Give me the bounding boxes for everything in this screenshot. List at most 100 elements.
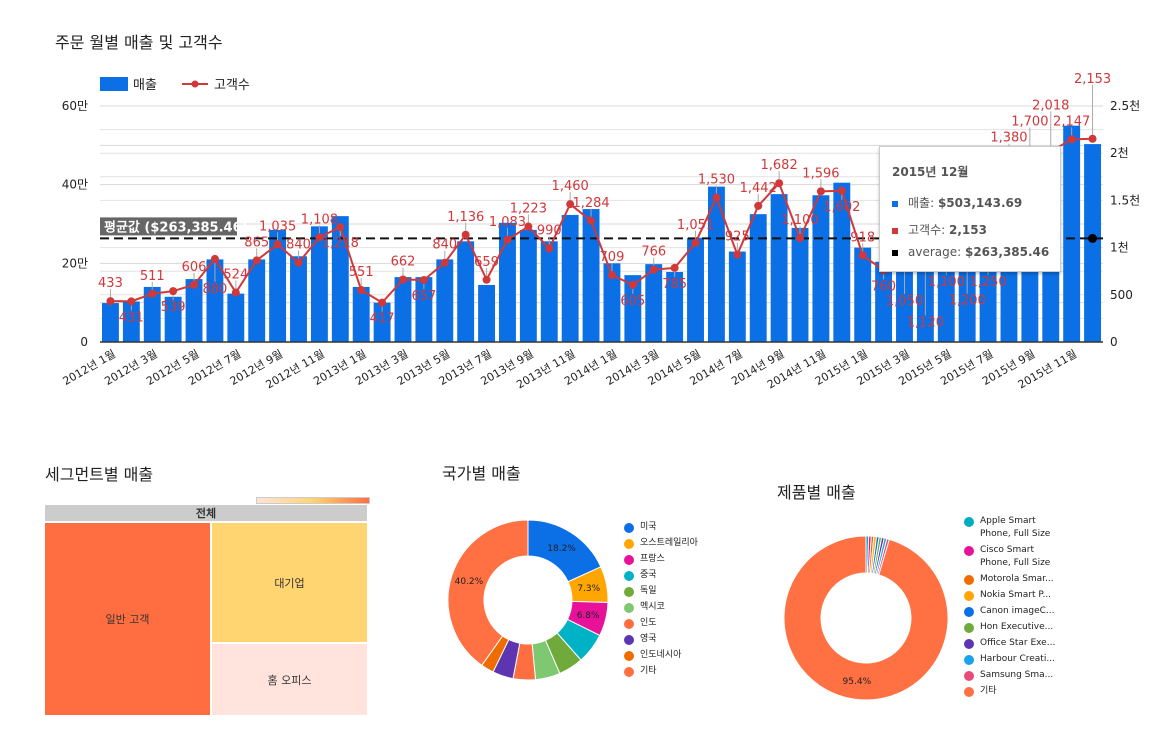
legend-dot-icon	[624, 587, 634, 597]
legend-item: 독일	[624, 585, 698, 598]
customers-data-label: 1,284	[572, 196, 609, 211]
bar-sales	[206, 259, 224, 342]
legend-dot-icon	[964, 591, 974, 601]
customers-data-label: 657	[411, 289, 436, 304]
bar-sales	[833, 182, 851, 342]
customers-data-label: 760	[871, 279, 896, 294]
country-pie-title: 국가별 매출	[442, 464, 521, 483]
legend-label: 멕시코	[640, 602, 665, 612]
legend-dot-icon	[624, 539, 634, 549]
legend-label: 오스트레일리아	[640, 538, 698, 548]
bar-sales	[875, 261, 893, 342]
legend-item: 인도네시아	[624, 649, 698, 662]
treemap-color-scale	[256, 497, 370, 504]
right-axis-tick: 500	[1110, 288, 1133, 302]
product-donut-chart[interactable]: 95.4%	[766, 518, 966, 718]
customers-data-label: 1,460	[552, 179, 589, 194]
customers-point	[169, 287, 178, 296]
tooltip-label: average:	[908, 245, 965, 259]
customers-point	[190, 280, 199, 289]
legend-dot-icon	[624, 523, 634, 533]
customers-data-label: 2,153	[1074, 72, 1111, 87]
tooltip-row-sales: 매출: $503,143.69	[892, 194, 1022, 211]
legend-label: 프랑스	[640, 554, 665, 564]
treemap-cell-consumer[interactable]: 일반 고객	[45, 523, 210, 715]
customers-data-label: 840	[286, 238, 311, 253]
average-label: 평균값 ($263,385.46)	[104, 219, 248, 235]
customers-point	[733, 250, 742, 259]
customers-data-label: 990	[537, 224, 562, 239]
treemap-root-header[interactable]: 전체	[45, 505, 367, 521]
legend-dot-icon	[624, 603, 634, 613]
legend-dot-icon	[964, 655, 974, 665]
bar-sales	[499, 222, 516, 342]
bar-sales	[645, 264, 663, 342]
customers-data-label: 1,100	[928, 275, 965, 290]
tooltip-value: 2,153	[948, 223, 987, 237]
customers-point	[210, 254, 219, 263]
legend-item: Office Star Exe...	[964, 637, 1059, 650]
legend-item: 영국	[624, 633, 698, 646]
customers-point	[503, 235, 512, 244]
bar-sales	[185, 279, 203, 342]
bar-sales	[436, 259, 454, 342]
bar-sales	[582, 209, 600, 342]
customers-point	[482, 275, 491, 284]
legend-dot-icon	[624, 651, 634, 661]
bar-sales	[102, 303, 119, 342]
legend-label: 기타	[640, 666, 657, 676]
customers-data-label: 2,147	[1053, 114, 1090, 129]
customers-data-label: 840	[432, 238, 457, 253]
tooltip-title: 2015년 12월	[892, 165, 969, 179]
customers-data-label: 431	[119, 310, 144, 325]
customers-data-label: 1,108	[301, 212, 338, 227]
customers-data-label: 1,100	[781, 213, 818, 228]
legend-label: 인도네시아	[640, 650, 682, 660]
bar-sales	[666, 271, 684, 342]
legend-item: 미국	[624, 521, 698, 534]
customers-data-label: 1,050	[886, 294, 923, 309]
customers-data-label: 1,700	[1011, 115, 1048, 130]
customers-point	[858, 251, 867, 260]
customers-data-label: 1,200	[949, 294, 986, 309]
tooltip-label: 고객수:	[908, 223, 949, 237]
customers-data-label: 551	[349, 265, 374, 280]
customers-data-label: 1,596	[802, 166, 839, 181]
bar-sales	[561, 214, 579, 342]
legend-label: 기타	[980, 686, 997, 696]
country-legend: 미국 오스트레일리아 프랑스 중국 독일 멕시코 인도 영국 인도네시아 기타	[624, 521, 698, 681]
customers-point	[545, 244, 554, 253]
customers-data-label: 709	[600, 250, 625, 265]
bar-sales	[122, 301, 140, 342]
bar-sales	[457, 241, 475, 342]
bar-sales	[791, 227, 809, 342]
bar-sales	[540, 241, 558, 342]
treemap-cell-corporate[interactable]: 대기업	[212, 523, 367, 642]
left-axis-tick: 60만	[62, 99, 88, 113]
customers-point	[273, 240, 282, 249]
customers-data-label: 918	[850, 230, 875, 245]
bar-sales	[854, 247, 872, 342]
treemap-cell-home-office[interactable]: 홈 오피스	[212, 644, 367, 715]
customers-data-label: 539	[161, 300, 186, 315]
tooltip-value: $263,385.46	[964, 245, 1050, 259]
legend-item: Cisco Smart Phone, Full Size	[964, 544, 1059, 570]
bar-sales	[290, 256, 307, 342]
customers-point	[587, 216, 596, 225]
customers-point	[712, 193, 721, 202]
legend-label: 독일	[640, 586, 657, 596]
customers-point	[419, 275, 428, 284]
tooltip-label: 매출:	[908, 196, 938, 210]
customers-data-label: 1,682	[761, 158, 798, 173]
legend-item: 기타	[624, 665, 698, 678]
legend-dot-icon	[624, 571, 634, 581]
tooltip-row-customers: 고객수: 2,153	[892, 221, 987, 238]
country-donut-chart[interactable]: 18.2% 7.3% 6.8% 40.2%	[428, 500, 628, 700]
left-axis-tick: 20만	[62, 256, 88, 270]
bar-sales	[1084, 144, 1101, 342]
customers-data-label: 659	[474, 255, 499, 270]
right-axis-tick: 1천	[1110, 240, 1129, 255]
legend-item: Harbour Creati...	[964, 653, 1059, 666]
